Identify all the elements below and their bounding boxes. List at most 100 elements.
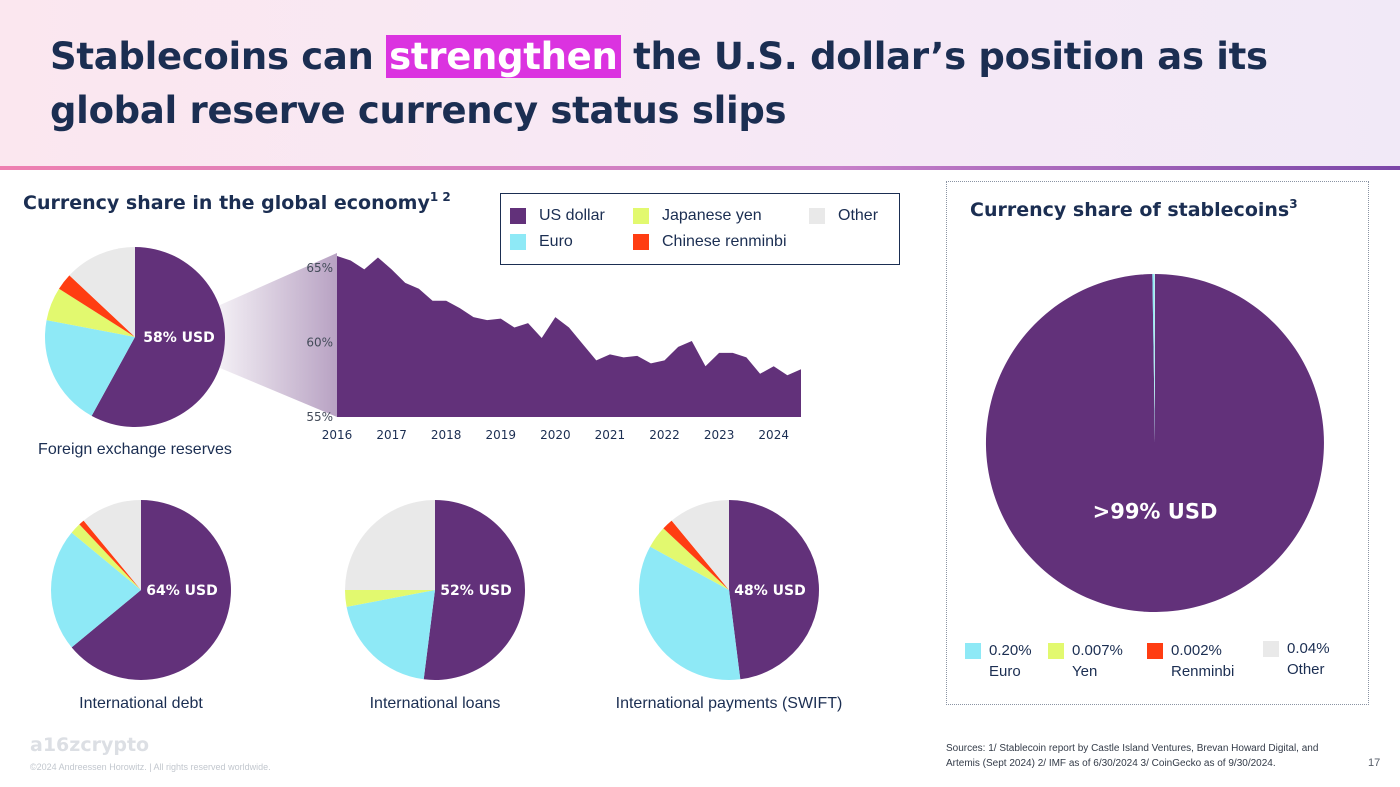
pie-slice-fx-reserves-chinese-renminbi bbox=[59, 275, 136, 337]
stable-legend-label-other: Other bbox=[1287, 661, 1325, 678]
pie-slice-international-payments-chinese-renminbi bbox=[663, 520, 729, 590]
caption-international-debt: International debt bbox=[79, 695, 203, 712]
pie-center-label-international-loans: 52% USD bbox=[440, 583, 511, 599]
usd-share-area-chart: 55% 60% 65% 2016 2017 2018 2019 2020 2021 2022 202… bbox=[306, 255, 801, 442]
pie-slice-international-debt-euro bbox=[50, 532, 141, 648]
legend-swatch-renminbi bbox=[633, 234, 649, 250]
area-xtick-label: 2017 bbox=[376, 428, 407, 442]
legend-item-euro: Euro bbox=[510, 233, 573, 251]
pie-slice-stablecoins-us-dollar bbox=[985, 274, 1324, 612]
pie-slice-international-payments-other bbox=[671, 500, 729, 590]
legend-item-renminbi: Chinese renminbi bbox=[633, 233, 787, 251]
legend-swatch-yen bbox=[633, 208, 649, 224]
legend-label-renminbi: Chinese renminbi bbox=[662, 233, 787, 250]
legend-item-usd: US dollar bbox=[510, 207, 605, 225]
area-xtick-label: 2018 bbox=[431, 428, 462, 442]
legend-label-yen: Japanese yen bbox=[662, 207, 762, 224]
pie-slice-stablecoins-euro bbox=[1152, 274, 1155, 443]
stable-legend-value-euro: 0.20% bbox=[989, 642, 1032, 659]
pie-international-loans: 52% USD bbox=[345, 500, 526, 680]
pie-slice-international-loans-euro bbox=[346, 590, 435, 680]
stable-legend-swatch-other bbox=[1263, 641, 1279, 657]
stable-legend-label-renminbi: Renminbi bbox=[1171, 663, 1235, 680]
page-number: 17 bbox=[1368, 757, 1381, 769]
pie-international-payments: 48% USD bbox=[638, 500, 819, 681]
title-text-before: Stablecoins can bbox=[50, 35, 387, 78]
area-xtick-label: 2016 bbox=[322, 428, 353, 442]
pie-center-label-international-debt: 64% USD bbox=[146, 583, 217, 599]
global-economy-heading-text: Currency share in the global economy bbox=[23, 192, 430, 214]
legend-label-usd: US dollar bbox=[539, 207, 605, 224]
stablecoin-heading-footnote: 3 bbox=[1289, 197, 1298, 211]
legend-label-euro: Euro bbox=[539, 233, 573, 250]
legend-swatch-usd bbox=[510, 208, 526, 224]
area-xtick-label: 2022 bbox=[649, 428, 680, 442]
pie-center-label-stablecoins: >99% USD bbox=[1093, 500, 1218, 524]
slide-title: Stablecoins can strengthen the U.S. doll… bbox=[50, 30, 1370, 138]
stable-legend-label-euro: Euro bbox=[989, 663, 1021, 680]
copyright-notice: ©2024 Andreessen Horowitz. | All rights … bbox=[30, 762, 271, 772]
pie-center-label-fx-reserves: 58% USD bbox=[143, 330, 214, 346]
area-ytick-label: 65% bbox=[306, 261, 333, 275]
pie-fx-reserves: 58% USD bbox=[44, 247, 225, 427]
stable-legend-renminbi: 0.002% Renminbi bbox=[1147, 640, 1234, 682]
stable-legend-value-renminbi: 0.002% bbox=[1171, 642, 1222, 659]
stablecoin-heading: Currency share of stablecoins3 bbox=[970, 197, 1298, 221]
header-banner bbox=[0, 0, 1400, 166]
pie-international-debt: 64% USD bbox=[50, 500, 231, 680]
pie-slice-international-debt-chinese-renminbi bbox=[79, 520, 141, 590]
stable-legend-euro: 0.20% Euro bbox=[965, 640, 1032, 682]
pie-slice-fx-reserves-euro bbox=[44, 320, 135, 416]
caption-international-loans: International loans bbox=[369, 695, 501, 712]
pie-slice-fx-reserves-other bbox=[69, 247, 135, 337]
pie-stablecoins: >99% USD bbox=[985, 273, 1324, 612]
pie-slice-international-payments-japanese-yen bbox=[650, 528, 729, 590]
stablecoin-panel bbox=[946, 181, 1369, 705]
pie-slice-international-loans-us-dollar bbox=[423, 500, 526, 680]
caption-fx-reserves: Foreign exchange reserves bbox=[38, 441, 232, 458]
area-xtick-label: 2019 bbox=[485, 428, 516, 442]
stable-legend-yen: 0.007% Yen bbox=[1048, 640, 1123, 682]
stable-legend-label-yen: Yen bbox=[1072, 663, 1098, 680]
pie-slice-international-payments-euro bbox=[638, 546, 741, 681]
pie-slice-fx-reserves-us-dollar bbox=[91, 247, 225, 427]
pie-slice-international-loans-other bbox=[345, 500, 435, 590]
legend-label-other: Other bbox=[838, 207, 879, 224]
stablecoin-heading-text: Currency share of stablecoins bbox=[970, 199, 1290, 221]
area-series-us-dollar bbox=[337, 255, 801, 417]
pie-slice-international-loans-japanese-yen bbox=[345, 590, 435, 607]
a16z-crypto-logo: a16zcrypto bbox=[30, 734, 150, 756]
stable-legend-swatch-yen bbox=[1048, 643, 1064, 659]
global-economy-heading: Currency share in the global economy1 2 bbox=[23, 190, 451, 214]
pie-slice-international-debt-other bbox=[83, 500, 141, 590]
title-text-after: the U.S. dollar’s position as its global… bbox=[50, 35, 1268, 132]
stable-legend-value-other: 0.04% bbox=[1287, 640, 1330, 657]
header-divider bbox=[0, 166, 1400, 170]
pie-center-label-international-payments: 48% USD bbox=[734, 583, 805, 599]
global-economy-heading-footnote: 1 2 bbox=[429, 190, 451, 204]
pie-slice-international-payments-us-dollar bbox=[729, 500, 819, 680]
legend-item-other: Other bbox=[809, 207, 878, 225]
legend-item-yen: Japanese yen bbox=[633, 207, 762, 225]
pie-slice-stablecoins-japanese-yen bbox=[1154, 274, 1155, 443]
pie-slice-international-debt-japanese-yen bbox=[71, 524, 141, 590]
caption-international-payments: International payments (SWIFT) bbox=[615, 695, 843, 712]
stable-legend-value-yen: 0.007% bbox=[1072, 642, 1123, 659]
sources-note: Sources: 1/ Stablecoin report by Castle … bbox=[946, 743, 1319, 769]
title-highlight: strengthen bbox=[386, 35, 621, 78]
area-xtick-label: 2020 bbox=[540, 428, 571, 442]
stable-legend-swatch-renminbi bbox=[1147, 643, 1163, 659]
stable-legend-swatch-euro bbox=[965, 643, 981, 659]
stable-legend-other: 0.04% Other bbox=[1263, 638, 1330, 680]
area-xtick-label: 2024 bbox=[758, 428, 789, 442]
currency-legend: US dollar Japanese yen Other Euro Chines… bbox=[500, 193, 900, 265]
area-xtick-label: 2021 bbox=[595, 428, 626, 442]
legend-swatch-other bbox=[809, 208, 825, 224]
area-ytick-label: 55% bbox=[306, 410, 333, 424]
legend-swatch-euro bbox=[510, 234, 526, 250]
area-xtick-label: 2023 bbox=[704, 428, 735, 442]
zoom-connector bbox=[220, 253, 337, 417]
pie-slice-fx-reserves-japanese-yen bbox=[46, 288, 136, 337]
area-ytick-label: 60% bbox=[306, 335, 333, 349]
